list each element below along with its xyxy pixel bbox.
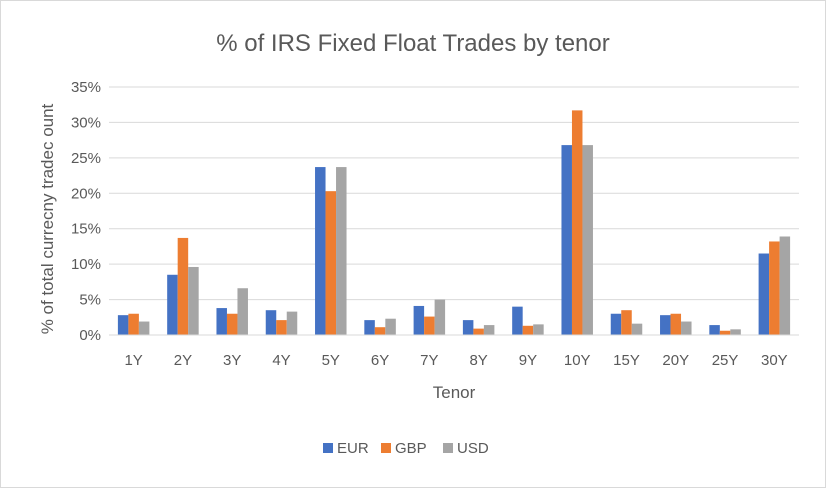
- bar-eur-1y: [117, 315, 129, 335]
- x-tick-labels: 1Y 2Y 3Y 4Y 5Y 6Y 7Y 8Y 9Y 10Y 15Y 20Y 25Y 30Y: [124, 352, 787, 369]
- x-tick-label: 5Y: [322, 352, 340, 369]
- x-tick-label: 6Y: [371, 352, 389, 369]
- bar-gbp-30y: [769, 241, 780, 335]
- chart-title: % of IRS Fixed Float Trades by tenor: [216, 30, 610, 57]
- legend-label: EUR: [337, 440, 369, 457]
- gridlines: [109, 86, 799, 301]
- bar-usd-9y: [533, 324, 544, 335]
- bar-gbp-25y: [719, 330, 731, 335]
- bar-gbp-6y: [374, 327, 386, 335]
- bar-usd-25y: [730, 329, 741, 335]
- bar-eur-3y: [216, 308, 227, 335]
- bar-gbp-10y: [571, 110, 583, 335]
- bars: [117, 110, 791, 335]
- bar-usd-4y: [286, 311, 298, 335]
- x-tick-label: 15Y: [613, 352, 640, 369]
- x-tick-label: 8Y: [469, 352, 487, 369]
- x-tick-label: 30Y: [761, 352, 788, 369]
- bar-eur-7y: [413, 305, 425, 335]
- legend-item-eur: EUR: [323, 440, 369, 457]
- y-tick-label: 30%: [71, 114, 101, 131]
- bar-usd-1y: [138, 321, 150, 335]
- bar-eur-25y: [709, 325, 720, 335]
- bar-gbp-3y: [226, 313, 238, 335]
- bar-eur-15y: [610, 313, 622, 335]
- x-tick-label: 25Y: [712, 352, 739, 369]
- x-tick-label: 4Y: [272, 352, 290, 369]
- bar-gbp-15y: [621, 310, 632, 335]
- bar-gbp-5y: [325, 191, 337, 335]
- legend-item-gbp: GBP: [381, 440, 427, 457]
- x-tick-label: 9Y: [519, 352, 537, 369]
- legend-swatch: [381, 443, 391, 453]
- bar-gbp-7y: [424, 316, 435, 335]
- bar-usd-30y: [779, 236, 791, 335]
- legend-label: GBP: [395, 440, 427, 457]
- y-tick-label: 10%: [71, 256, 101, 273]
- bar-gbp-2y: [177, 237, 189, 335]
- bar-gbp-9y: [522, 325, 534, 335]
- x-tick-label: 3Y: [223, 352, 241, 369]
- x-tick-label: 1Y: [124, 352, 142, 369]
- bar-gbp-4y: [276, 320, 287, 335]
- bar-gbp-20y: [670, 313, 682, 335]
- bar-gbp-1y: [128, 313, 139, 335]
- y-tick-label: 15%: [71, 221, 101, 238]
- bar-usd-20y: [681, 321, 692, 335]
- bar-eur-8y: [462, 320, 474, 335]
- x-axis-label: Tenor: [433, 383, 476, 402]
- bar-eur-6y: [364, 320, 375, 335]
- legend-swatch: [323, 443, 333, 453]
- y-tick-label: 5%: [79, 292, 101, 309]
- legend-label: USD: [457, 440, 489, 457]
- bar-usd-10y: [582, 145, 593, 335]
- bar-usd-5y: [336, 167, 347, 335]
- y-tick-label: 35%: [71, 79, 101, 96]
- bar-gbp-8y: [473, 328, 484, 335]
- x-tick-label: 2Y: [174, 352, 192, 369]
- bar-eur-30y: [758, 253, 770, 335]
- y-tick-label: 20%: [71, 185, 101, 202]
- legend: EUR GBP USD: [323, 440, 489, 457]
- bar-eur-5y: [315, 167, 326, 335]
- y-axis-label: % of total currecny tradec ount: [38, 103, 57, 334]
- bar-usd-15y: [631, 323, 643, 335]
- x-tick-label: 20Y: [662, 352, 689, 369]
- bar-usd-2y: [188, 266, 199, 335]
- bar-eur-10y: [561, 145, 572, 335]
- bar-usd-8y: [483, 325, 495, 335]
- y-tick-label: 25%: [71, 150, 101, 167]
- x-tick-label: 7Y: [420, 352, 438, 369]
- bar-usd-6y: [385, 318, 396, 335]
- bar-eur-4y: [265, 310, 277, 335]
- legend-item-usd: USD: [443, 440, 489, 457]
- bar-usd-3y: [237, 288, 248, 335]
- legend-swatch: [443, 443, 453, 453]
- bar-eur-2y: [167, 274, 178, 335]
- y-tick-label: 0%: [79, 327, 101, 344]
- y-tick-labels: 0% 5% 10% 15% 20% 25% 30% 35%: [71, 79, 101, 344]
- bar-usd-7y: [434, 299, 446, 335]
- bar-eur-9y: [512, 306, 523, 335]
- bar-eur-20y: [660, 315, 671, 335]
- x-tick-label: 10Y: [564, 352, 591, 369]
